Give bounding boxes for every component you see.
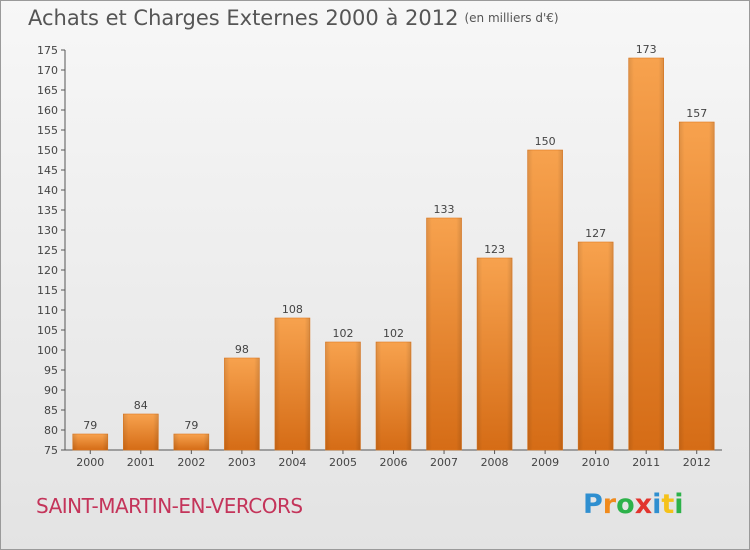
logo-letter: i	[652, 489, 662, 520]
y-tick-label: 135	[37, 204, 58, 217]
logo-letter: i	[674, 489, 684, 520]
bar-shade	[628, 58, 664, 450]
y-tick-label: 145	[37, 164, 58, 177]
data-label: 123	[484, 243, 505, 256]
data-label: 84	[134, 399, 148, 412]
data-label: 79	[83, 419, 97, 432]
town-name: SAINT-MARTIN-EN-VERCORS	[36, 494, 303, 518]
data-label: 102	[383, 327, 404, 340]
y-tick-label: 165	[37, 84, 58, 97]
x-tick-label: 2005	[329, 456, 357, 469]
bar-shade	[578, 242, 614, 450]
chart-title-text: Achats et Charges Externes 2000 à 2012	[28, 6, 459, 30]
y-tick-label: 105	[37, 324, 58, 337]
data-label: 133	[434, 203, 455, 216]
x-tick-label: 2001	[127, 456, 155, 469]
y-tick-label: 175	[37, 44, 58, 57]
proxiti-logo[interactable]: Proxiti	[583, 489, 684, 520]
x-tick-label: 2000	[76, 456, 104, 469]
bar-shade	[527, 150, 563, 450]
y-tick-label: 170	[37, 64, 58, 77]
bar-shade	[477, 258, 513, 450]
y-tick-label: 150	[37, 144, 58, 157]
y-tick-label: 160	[37, 104, 58, 117]
bar-shade	[173, 434, 209, 450]
bar-shade	[679, 122, 715, 450]
data-label: 157	[686, 107, 707, 120]
bar-shade	[224, 358, 260, 450]
bar-shade	[426, 218, 462, 450]
bars	[72, 57, 715, 451]
logo-letter: t	[661, 489, 675, 520]
y-tick-label: 100	[37, 344, 58, 357]
bar-shade	[72, 434, 108, 450]
data-label: 173	[636, 43, 657, 56]
bar-shade	[274, 318, 310, 450]
x-tick-label: 2004	[278, 456, 306, 469]
y-tick-label: 90	[44, 384, 58, 397]
data-label: 108	[282, 303, 303, 316]
chart-title: Achats et Charges Externes 2000 à 2012 (e…	[28, 6, 559, 30]
y-tick-label: 125	[37, 244, 58, 257]
y-tick-label: 130	[37, 224, 58, 237]
data-label: 79	[184, 419, 198, 432]
x-tick-label: 2008	[481, 456, 509, 469]
x-tick-label: 2012	[683, 456, 711, 469]
y-tick-label: 80	[44, 424, 58, 437]
x-tick-label: 2003	[228, 456, 256, 469]
y-tick-label: 110	[37, 304, 58, 317]
logo-letter: o	[616, 489, 635, 520]
y-tick-label: 95	[44, 364, 58, 377]
bar-shade	[325, 342, 361, 450]
bar-shade	[376, 342, 411, 450]
x-tick-label: 2007	[430, 456, 458, 469]
x-tick-label: 2011	[632, 456, 660, 469]
x-tick-label: 2010	[582, 456, 610, 469]
y-tick-label: 75	[44, 444, 58, 457]
logo-letter: P	[583, 489, 603, 520]
x-tick-label: 2009	[531, 456, 559, 469]
y-tick-label: 155	[37, 124, 58, 137]
bar-shade	[123, 414, 159, 450]
data-label: 102	[332, 327, 353, 340]
data-label: 150	[535, 135, 556, 148]
data-label: 98	[235, 343, 249, 356]
y-tick-label: 140	[37, 184, 58, 197]
y-tick-label: 120	[37, 264, 58, 277]
y-tick-label: 85	[44, 404, 58, 417]
data-labels: 79 84 79 98 108 102 102 133 123 150 127 173 157	[83, 43, 707, 432]
y-tick-label: 115	[37, 284, 58, 297]
chart-subtitle: (en milliers d'€)	[464, 11, 559, 25]
logo-letter: x	[634, 489, 653, 520]
x-tick-label: 2006	[380, 456, 408, 469]
data-label: 127	[585, 227, 606, 240]
x-tick-label: 2002	[177, 456, 205, 469]
logo-letter: r	[602, 489, 617, 520]
